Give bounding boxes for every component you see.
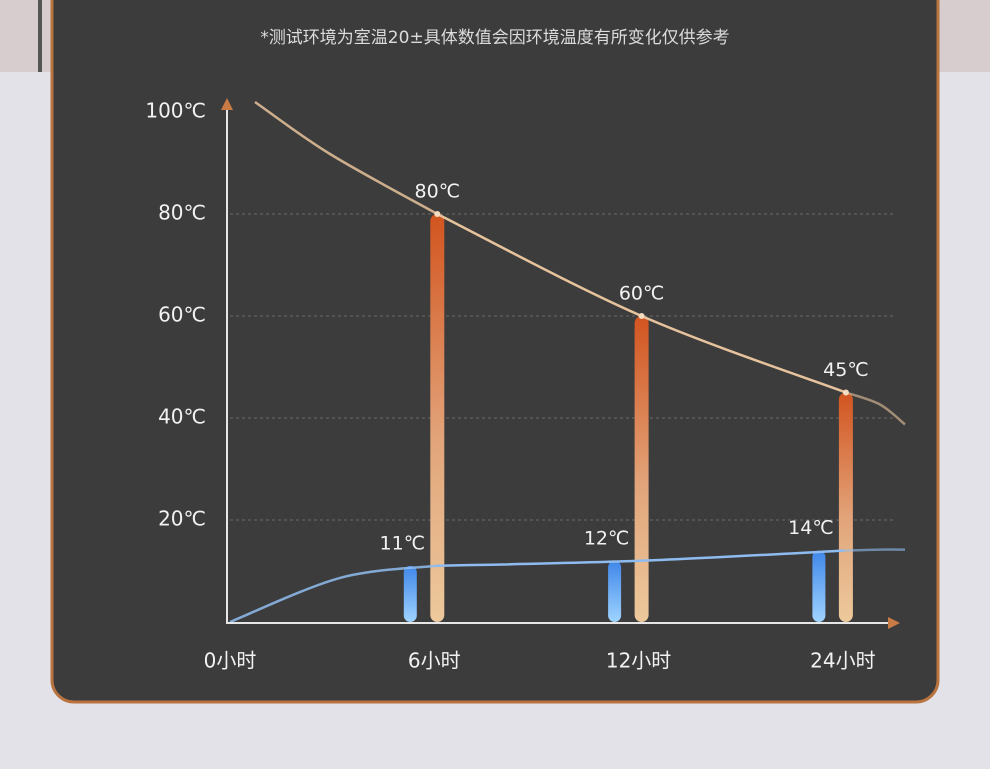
- dot: [638, 313, 645, 319]
- y-tick-label: 100℃: [145, 99, 206, 123]
- edge: [38, 0, 42, 72]
- axes: [221, 98, 900, 629]
- x-tick-label: 6小时: [408, 649, 461, 673]
- trend-tail: [845, 391, 906, 426]
- y-tick-label: 80℃: [158, 201, 206, 225]
- y-tick-label: 40℃: [158, 405, 206, 429]
- arrow: [221, 98, 233, 110]
- trend-lead: [254, 100, 438, 216]
- arrow: [888, 617, 900, 629]
- trend-line: [435, 549, 844, 568]
- x-tick-label: 24小时: [810, 649, 875, 673]
- panel: [50, 0, 940, 704]
- bar: [608, 560, 622, 622]
- subtitle: *测试环境为室温20±具体数值会因环境温度有所变化仅供参考: [260, 28, 729, 48]
- y-tick-label: 20℃: [158, 507, 206, 531]
- y-tick-label: 60℃: [158, 303, 206, 327]
- value-label: 11℃: [380, 532, 426, 554]
- x-tick-label: 0小时: [204, 649, 257, 673]
- value-label: 12℃: [584, 527, 630, 549]
- value-label: 60℃: [619, 283, 665, 305]
- trend-tail: [843, 548, 906, 552]
- value-label: 80℃: [415, 181, 461, 203]
- bar: [634, 316, 649, 622]
- value-label: 14℃: [788, 517, 834, 539]
- value-label: 45℃: [823, 359, 869, 381]
- dot: [842, 389, 849, 396]
- dot: [434, 211, 441, 217]
- x-tick-label: 12小时: [606, 649, 671, 673]
- bar: [430, 214, 445, 622]
- trend-lead: [229, 564, 436, 624]
- bar: [838, 392, 853, 622]
- bar: [403, 565, 417, 622]
- bar: [812, 550, 826, 622]
